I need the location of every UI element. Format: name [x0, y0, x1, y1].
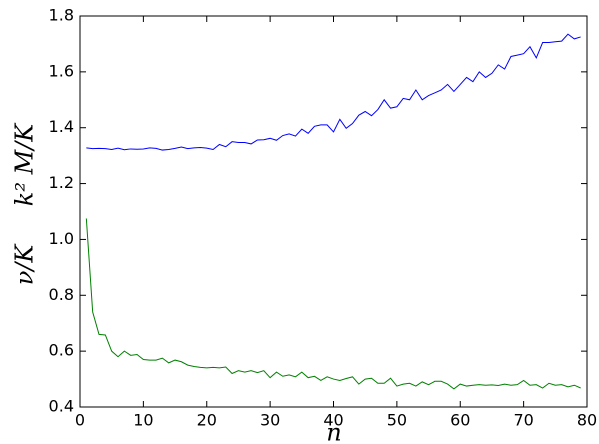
y-tick-label: 0.4: [49, 397, 74, 416]
x-tick-label: 80: [577, 411, 597, 430]
y-tick-label: 1.8: [49, 6, 74, 25]
x-tick-label: 40: [323, 411, 343, 430]
y-axis-label: k² M/K: [11, 122, 39, 206]
x-tick-label: 70: [513, 411, 533, 430]
y-tick-label: 1.6: [49, 61, 74, 80]
x-axis-label: n: [326, 419, 341, 444]
y-tick-label: 0.8: [49, 285, 74, 304]
y-tick-label: 1.4: [49, 117, 74, 136]
plot-frame: [79, 15, 588, 408]
x-tick-label: 60: [450, 411, 470, 430]
data-line: [86, 33, 581, 151]
data-line: [85, 218, 581, 390]
y-axis-label: ν/K: [11, 243, 39, 286]
y-tick-label: 1.0: [49, 229, 74, 248]
y-tick-label: 1.2: [49, 173, 74, 192]
x-tick-label: 0: [75, 411, 85, 430]
y-tick-label: 0.6: [49, 341, 74, 360]
x-tick-label: 50: [387, 411, 407, 430]
x-tick-label: 20: [197, 411, 217, 430]
x-tick-label: 30: [260, 411, 280, 430]
x-tick-label: 10: [133, 411, 153, 430]
